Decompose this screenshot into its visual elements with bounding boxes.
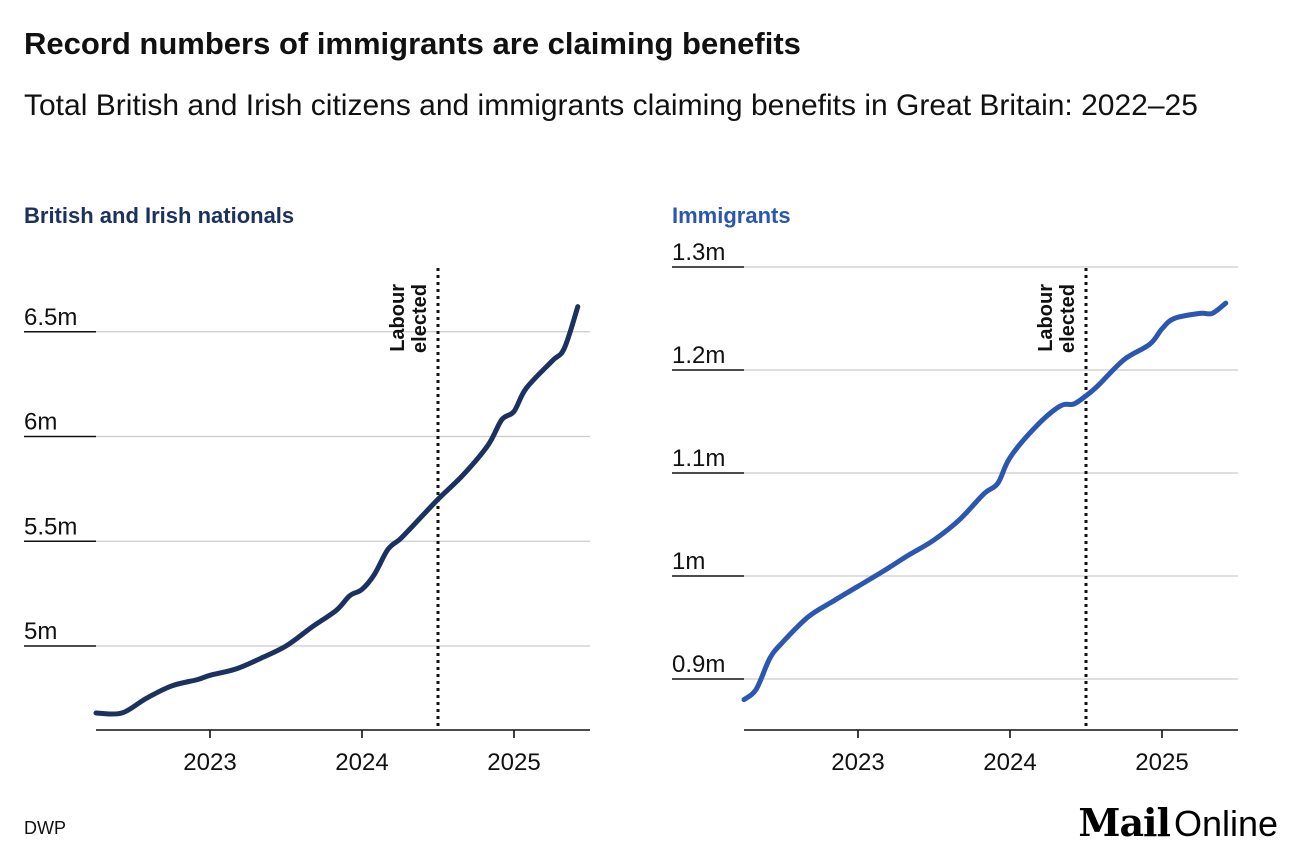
x-tick-label: 2025 — [1135, 749, 1188, 776]
x-tick-label: 2023 — [831, 749, 884, 776]
annotation-line-2: elected — [1057, 284, 1079, 353]
british-irish-chart: British and Irish nationals 5m 5.5m 6m 6.5m 2… — [24, 203, 590, 776]
y-tick-label: 1.2m — [672, 342, 725, 369]
series-label: British and Irish nationals — [24, 203, 294, 228]
chart-subtitle: Total British and Irish citizens and imm… — [24, 89, 1198, 122]
y-tick-label: 5m — [24, 618, 57, 645]
y-tick-label: 6.5m — [24, 304, 77, 331]
source-note: DWP — [24, 818, 66, 838]
annotation-line-1: Labour — [387, 284, 409, 352]
x-tick-label: 2025 — [487, 749, 540, 776]
series-line — [93, 304, 581, 717]
y-tick-label: 1.3m — [672, 239, 725, 266]
immigrants-chart: Immigrants 0.9m 1m 1.1m 1.2m 1.3m 2023 2024 2025… — [672, 203, 1238, 776]
x-tick-label: 2023 — [183, 749, 236, 776]
chart-title: Record numbers of immigrants are claimin… — [24, 26, 801, 61]
y-tick-label: 6m — [24, 409, 57, 436]
annotation-line-2: elected — [409, 284, 431, 353]
logo-online-wordmark: Online — [1173, 803, 1278, 844]
x-tick-label: 2024 — [335, 749, 388, 776]
labour-elected-annotation: Labour elected — [387, 284, 431, 353]
y-tick-label: 5.5m — [24, 513, 77, 540]
y-tick-label: 1.1m — [672, 445, 725, 472]
y-tick-label: 0.9m — [672, 651, 725, 678]
labour-elected-annotation: Labour elected — [1035, 284, 1079, 353]
logo-mail-wordmark: Mail — [1078, 800, 1171, 845]
annotation-line-1: Labour — [1035, 284, 1057, 352]
y-tick-label: 1m — [672, 548, 705, 575]
series-label: Immigrants — [672, 203, 791, 228]
mailonline-logo: Mail Online — [1078, 800, 1278, 850]
x-tick-label: 2024 — [983, 749, 1036, 776]
series-line — [741, 300, 1229, 703]
